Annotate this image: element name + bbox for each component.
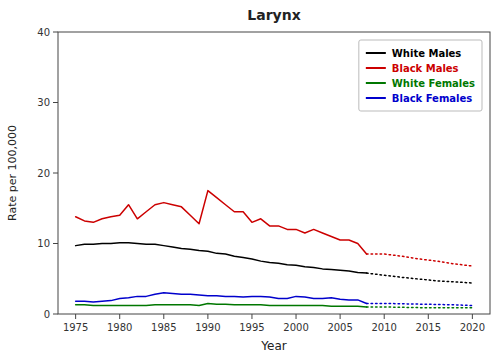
x-tick <box>207 314 208 319</box>
x-tick <box>340 314 341 319</box>
legend-swatch <box>366 82 386 84</box>
y-axis-label: Rate per 100,000 <box>6 125 19 221</box>
legend-swatch <box>366 97 386 99</box>
y-tick <box>53 173 58 174</box>
series-line <box>76 293 367 304</box>
series-line <box>76 191 367 254</box>
legend-box <box>359 40 482 111</box>
x-tick <box>119 314 120 319</box>
y-tick-label: 40 <box>37 27 50 38</box>
x-tick-label: 1995 <box>239 322 264 333</box>
x-tick <box>428 314 429 319</box>
projection-line <box>367 303 473 305</box>
plot-background <box>58 32 490 314</box>
y-tick-label: 30 <box>37 97 50 108</box>
projection-line <box>367 273 473 283</box>
chart: 1975198019851990199520002005201020152020… <box>0 0 504 360</box>
legend-label: White Females <box>392 78 475 89</box>
x-tick <box>472 314 473 319</box>
series-line <box>76 303 367 307</box>
axes: 1975198019851990199520002005201020152020… <box>37 27 485 334</box>
y-tick-label: 0 <box>44 309 50 320</box>
y-tick <box>53 102 58 103</box>
x-tick <box>251 314 252 319</box>
y-tick <box>53 314 58 315</box>
x-tick-label: 2005 <box>327 322 352 333</box>
x-tick-label: 1985 <box>151 322 176 333</box>
projection-line <box>367 306 473 308</box>
legend-label: Black Females <box>392 93 472 104</box>
legend: White Males Black Males White Females Black… <box>359 40 482 111</box>
y-tick <box>53 243 58 244</box>
series-line <box>76 243 367 273</box>
legend-label: White Males <box>392 48 462 59</box>
x-tick-label: 1990 <box>195 322 220 333</box>
legend-swatch <box>366 67 386 69</box>
y-tick <box>53 32 58 33</box>
x-tick <box>163 314 164 319</box>
plot-frame <box>58 32 490 314</box>
x-tick-label: 2020 <box>460 322 485 333</box>
x-tick <box>75 314 76 319</box>
x-tick-label: 1975 <box>63 322 88 333</box>
x-tick-label: 1980 <box>107 322 132 333</box>
lines <box>76 191 473 308</box>
y-tick-label: 10 <box>37 238 50 249</box>
y-tick-label: 20 <box>37 168 50 179</box>
legend-label: Black Males <box>392 63 459 74</box>
x-tick-label: 2015 <box>416 322 441 333</box>
legend-swatch <box>366 52 386 54</box>
x-tick-label: 2000 <box>283 322 308 333</box>
x-tick <box>296 314 297 319</box>
x-tick <box>384 314 385 319</box>
title: Larynx <box>247 7 300 23</box>
x-axis-label: Year <box>260 339 286 353</box>
x-tick-label: 2010 <box>371 322 396 333</box>
projection-line <box>367 254 473 266</box>
